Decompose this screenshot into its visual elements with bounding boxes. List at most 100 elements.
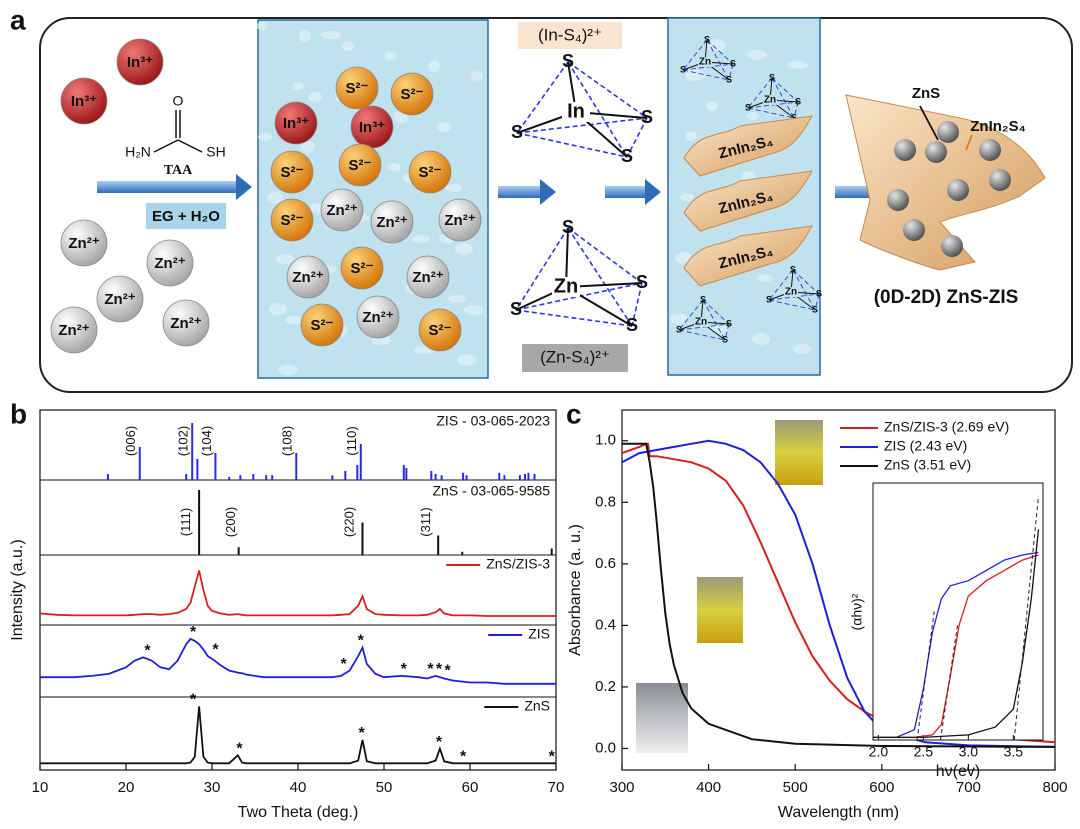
ion-label: S²⁻: [349, 157, 372, 174]
tetra-edge: [626, 117, 648, 158]
absorbance-line: [622, 442, 1056, 748]
peak-marker: *: [445, 662, 452, 679]
vertex-label: S: [704, 34, 710, 44]
tauc-line: [873, 529, 1040, 739]
ion-label: Zn²⁺: [292, 269, 323, 286]
vial-photo: [697, 577, 743, 643]
droplet: [457, 354, 477, 366]
ion-bubble: [370, 200, 414, 244]
ion-label: Zn²⁺: [412, 269, 443, 286]
peak-label: (006): [123, 426, 138, 456]
droplet: [711, 325, 729, 333]
complex-title-bg: [518, 22, 622, 49]
center-bg: [763, 95, 777, 105]
ion-bubble: [146, 239, 194, 287]
inset-frame: [872, 482, 1044, 741]
xrd-line: [40, 637, 556, 685]
y-axis-label: Absorbance (a. u.): [567, 524, 584, 656]
zns-particle: [894, 139, 916, 161]
ion-bubble: [116, 38, 164, 86]
droplet: [448, 295, 466, 303]
solvent-box: [146, 203, 226, 229]
vertex-label: S: [511, 122, 523, 142]
center-bg: [562, 102, 590, 122]
tetra-edge: [702, 299, 730, 325]
peak-marker: *: [190, 692, 197, 709]
ion-bubble: [96, 275, 144, 323]
ion-bubble: [274, 101, 318, 145]
droplet: [385, 52, 397, 60]
ion-label: S²⁻: [281, 164, 304, 181]
tetra-edge: [724, 323, 730, 341]
peak-marker: *: [358, 633, 365, 650]
arrow: [498, 186, 542, 198]
peak-marker: *: [401, 661, 408, 678]
vertex-label: S: [791, 112, 797, 122]
peak-label: (111): [178, 508, 193, 536]
vertex-label: S: [726, 318, 732, 328]
x-axis-label: hν(ev): [936, 763, 980, 780]
tetra-edge: [814, 293, 820, 311]
vial-photo: [775, 420, 823, 485]
droplet: [258, 133, 272, 141]
arrow: [97, 181, 238, 193]
x-tick-label: 400: [696, 779, 721, 796]
center-bg: [698, 57, 712, 67]
ion-bubble: [50, 306, 98, 354]
droplet: [680, 193, 694, 201]
ion-bubble: [60, 219, 108, 267]
tetra-edge: [516, 117, 648, 134]
droplet: [747, 112, 759, 120]
tetra-edge: [516, 61, 569, 134]
center-label: Zn: [695, 317, 707, 328]
nanosheet: [683, 225, 813, 287]
x-tick-label: 600: [869, 779, 894, 796]
peak-marker: *: [212, 641, 219, 658]
x-axis-label: Two Theta (deg.): [238, 804, 359, 821]
x-axis-label: Wavelength (nm): [778, 804, 899, 821]
vertex-label: S: [790, 264, 796, 274]
droplet: [685, 131, 697, 141]
tangent-line: [916, 611, 935, 741]
x-tick-label: 40: [290, 779, 307, 796]
center-label: Zn: [699, 57, 711, 68]
vertex-label: S: [562, 217, 574, 237]
vertex-label: S: [816, 288, 822, 298]
peak-label: (102): [176, 426, 191, 456]
droplet: [301, 141, 315, 153]
droplet: [752, 333, 770, 345]
peak-marker: *: [359, 725, 366, 742]
tetra-edge: [678, 299, 704, 331]
y-tick-label: 0.8: [595, 493, 616, 510]
vertex-label: S: [676, 324, 682, 334]
peak-marker: *: [190, 624, 197, 641]
ion-label: Zn²⁺: [326, 202, 357, 219]
xrd-line: [40, 706, 556, 765]
nanosheet: [683, 115, 813, 177]
panel-label: a: [10, 4, 26, 35]
vertex-label: S: [562, 51, 574, 71]
y-tick-label: 0.2: [595, 678, 616, 695]
tetra-edge: [515, 309, 633, 327]
ion-label: Zn²⁺: [104, 291, 135, 308]
droplet: [455, 243, 473, 255]
zns-particle: [941, 235, 963, 257]
y-tick-label: 0.4: [595, 616, 616, 633]
legend-label: ZnS (3.51 eV): [884, 457, 971, 473]
tauc-line: [873, 551, 1039, 739]
tetra-edge: [516, 132, 628, 158]
legend-label: ZnS/ZIS-3: [486, 556, 550, 572]
plot-frame: [39, 409, 557, 771]
tauc-line: [873, 554, 1039, 739]
legend-label: ZIS: [528, 626, 550, 642]
ion-bubble: [340, 246, 384, 290]
peak-label: (104): [199, 426, 214, 456]
peak-marker: *: [340, 656, 347, 673]
tetra-edge: [771, 77, 799, 103]
ion-label: S²⁻: [401, 86, 424, 103]
zns-particle: [887, 189, 909, 211]
center-label: In: [567, 100, 585, 122]
center-label: Zn: [785, 287, 797, 298]
droplet: [321, 31, 341, 39]
y-tick-label: 1.0: [595, 432, 616, 449]
